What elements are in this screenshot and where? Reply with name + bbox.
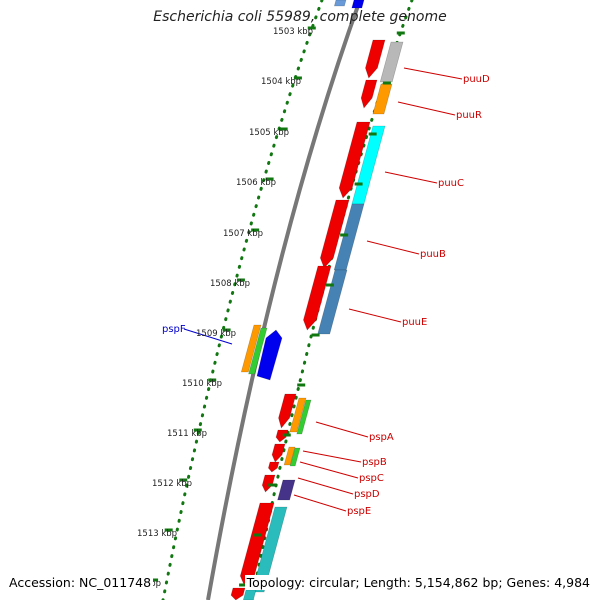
gene-feature-top bbox=[333, 0, 347, 7]
tick-label: 1503 kbp bbox=[273, 27, 313, 37]
gene-feature-pspF bbox=[256, 329, 283, 381]
tick-label: 1511 kbp bbox=[167, 429, 207, 439]
gene-feature-top bbox=[351, 0, 365, 9]
genome-backbone bbox=[206, 0, 362, 600]
gene-feature-bottom-hit bbox=[251, 506, 288, 593]
gene-feature-puuR-hit bbox=[372, 83, 393, 115]
gene-label-line bbox=[403, 67, 463, 80]
gene-label-pspA: pspA bbox=[369, 432, 394, 443]
gene-feature-puuB bbox=[320, 199, 350, 269]
gene-feature-pspA bbox=[278, 393, 297, 429]
map-title: Escherichia coli 55989, complete genome bbox=[153, 9, 447, 25]
gene-feature-puuE bbox=[303, 265, 332, 331]
gene-label-pspE: pspE bbox=[347, 506, 371, 517]
tick-label: 1508 kbp bbox=[210, 279, 250, 289]
gene-feature-puuD-hit bbox=[379, 41, 404, 83]
gene-label-puuD: puuD bbox=[463, 74, 490, 85]
tick-label: 1506 kbp bbox=[236, 178, 276, 188]
tick-label: 1507 kbp bbox=[223, 229, 263, 239]
gene-feature-pspA-hit2 bbox=[296, 399, 312, 435]
gene-features bbox=[230, 0, 404, 600]
gene-feature-pspF-hit bbox=[240, 324, 262, 373]
gene-feature-puuR bbox=[360, 79, 378, 109]
gene-label-line bbox=[183, 328, 233, 345]
gene-label-line bbox=[297, 477, 354, 495]
tick-label: 1513 kbp bbox=[137, 529, 177, 539]
gene-feature-pspF-hit2 bbox=[248, 327, 268, 375]
gene-feature-pspC bbox=[271, 443, 286, 463]
scale-ticks bbox=[150, 26, 405, 587]
gene-feature-pspC-hit bbox=[283, 446, 296, 466]
tick-label: 1512 kbp bbox=[152, 479, 192, 489]
tick-label: 1509 kbp bbox=[196, 329, 236, 339]
gene-labels: puuD puuR puuC puuB puuE pspF pspA pspB … bbox=[162, 74, 490, 517]
gene-label-pspB: pspB bbox=[362, 457, 387, 468]
gene-label-line bbox=[366, 240, 420, 255]
gene-label-line bbox=[397, 101, 456, 116]
gene-label-puuB: puuB bbox=[420, 249, 446, 260]
gene-feature-pspA-hit bbox=[289, 397, 307, 433]
gene-label-lines bbox=[183, 67, 463, 512]
tick-label: 1505 kbp bbox=[249, 128, 289, 138]
gene-feature-pspE-hit bbox=[277, 479, 296, 501]
tick-ring-inner bbox=[161, 0, 324, 600]
tick-label: 1510 kbp bbox=[182, 379, 222, 389]
gene-label-pspD: pspD bbox=[354, 489, 380, 500]
gene-label-puuR: puuR bbox=[456, 110, 482, 121]
gene-label-line bbox=[315, 421, 369, 438]
accession-text: Accession: NC_011748 bbox=[9, 575, 154, 590]
gene-label-puuC: puuC bbox=[438, 178, 464, 189]
gene-label-puuE: puuE bbox=[402, 317, 427, 328]
gene-label-line bbox=[293, 494, 347, 512]
gene-label-line bbox=[384, 171, 438, 184]
tick-label: 1504 kbp bbox=[261, 77, 301, 87]
gene-label-pspF: pspF bbox=[162, 324, 186, 335]
gene-label-line bbox=[302, 450, 362, 463]
tick-ring-inner-path bbox=[161, 0, 324, 600]
gene-feature-bottom2 bbox=[230, 587, 246, 600]
gene-feature-puuC bbox=[338, 121, 371, 199]
gene-feature-puuD bbox=[365, 39, 386, 79]
gene-label-pspC: pspC bbox=[359, 473, 384, 484]
gene-feature-bottom2-hit bbox=[242, 589, 257, 600]
topology-text: Topology: circular; Length: 5,154,862 bp… bbox=[244, 575, 590, 590]
gene-feature-pspC-hit2 bbox=[289, 447, 301, 467]
gene-feature-puuE-hit bbox=[317, 269, 348, 335]
gene-label-line bbox=[348, 308, 402, 323]
gene-feature-pspB bbox=[275, 429, 289, 443]
gene-label-line bbox=[299, 461, 359, 479]
gene-feature-pspD bbox=[268, 461, 280, 473]
